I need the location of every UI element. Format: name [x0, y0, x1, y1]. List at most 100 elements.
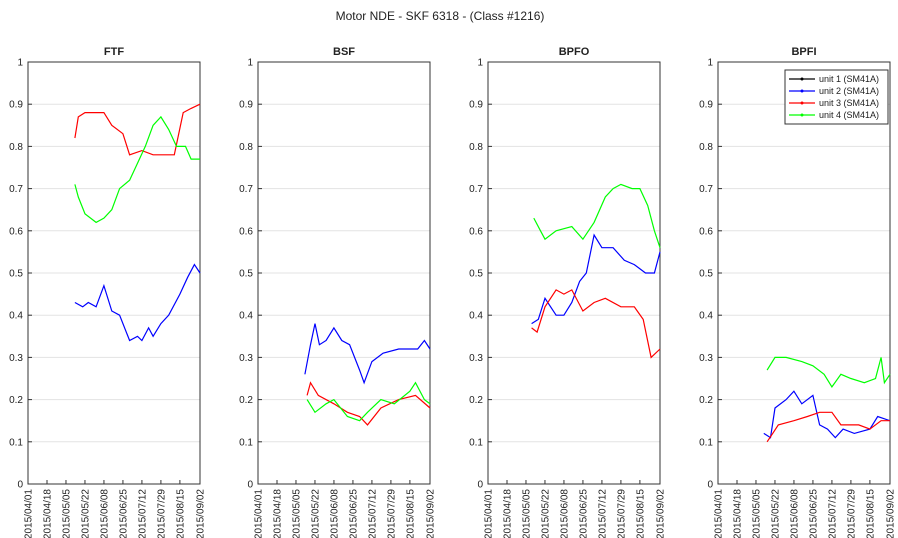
panel-title: FTF — [104, 46, 124, 58]
x-tick-label: 2015/05/22 — [80, 489, 91, 538]
y-tick-label: 0.8 — [9, 142, 23, 153]
legend-marker — [800, 101, 804, 105]
y-tick-label: 0.6 — [239, 226, 253, 237]
y-tick-label: 1 — [707, 58, 713, 69]
x-tick-label: 2015/05/05 — [291, 489, 302, 538]
y-tick-label: 0.9 — [469, 100, 483, 111]
y-tick-label: 1 — [247, 58, 253, 69]
series-line — [763, 390, 891, 439]
y-tick-label: 0.9 — [239, 100, 253, 111]
x-tick-label: 2015/05/22 — [770, 489, 781, 538]
panel-title: BPFO — [559, 46, 590, 58]
y-tick-label: 0.4 — [469, 311, 483, 322]
y-tick-label: 0.9 — [9, 100, 23, 111]
y-tick-label: 0.2 — [9, 395, 23, 406]
y-tick-label: 1 — [477, 58, 483, 69]
x-tick-label: 2015/07/29 — [616, 489, 627, 538]
y-tick-label: 0.8 — [699, 142, 713, 153]
x-tick-label: 2015/07/12 — [597, 489, 608, 538]
y-tick-label: 0 — [707, 480, 713, 491]
y-tick-label: 0.7 — [699, 184, 713, 195]
x-tick-label: 2015/05/22 — [310, 489, 321, 538]
y-tick-label: 0.3 — [239, 353, 253, 364]
y-tick-label: 0.2 — [699, 395, 713, 406]
y-tick-label: 0.2 — [239, 395, 253, 406]
x-tick-label: 2015/05/05 — [61, 489, 72, 538]
y-tick-label: 0.2 — [469, 395, 483, 406]
legend-marker — [800, 113, 804, 117]
x-tick-label: 2015/06/08 — [329, 489, 340, 538]
x-tick-label: 2015/06/25 — [808, 489, 819, 538]
x-tick-label: 2015/06/25 — [348, 489, 359, 538]
y-tick-label: 0.3 — [469, 353, 483, 364]
series-line — [74, 115, 200, 224]
x-tick-label: 2015/08/15 — [865, 489, 876, 538]
x-tick-label: 2015/04/01 — [714, 489, 725, 538]
x-tick-label: 2015/06/08 — [99, 489, 110, 538]
legend-label: unit 1 (SM41A) — [819, 74, 879, 84]
x-tick-label: 2015/09/02 — [196, 489, 207, 538]
y-tick-label: 0.5 — [239, 269, 253, 280]
x-tick-label: 2015/07/29 — [156, 489, 167, 538]
series-line — [74, 263, 201, 342]
y-tick-label: 0.6 — [469, 226, 483, 237]
x-tick-label: 2015/07/12 — [827, 489, 838, 538]
y-tick-label: 0.1 — [469, 437, 483, 448]
x-tick-label: 2015/08/15 — [175, 489, 186, 538]
x-tick-label: 2015/09/02 — [886, 489, 897, 538]
series-line — [531, 233, 661, 325]
y-tick-label: 0.5 — [469, 269, 483, 280]
x-tick-label: 2015/05/05 — [751, 489, 762, 538]
x-tick-label: 2015/07/12 — [137, 489, 148, 538]
plot-frame — [487, 61, 661, 485]
y-tick-label: 0.8 — [239, 142, 253, 153]
y-tick-label: 0.4 — [9, 311, 23, 322]
series-line — [74, 103, 201, 156]
y-tick-label: 0.7 — [469, 184, 483, 195]
y-tick-label: 0.3 — [699, 353, 713, 364]
x-tick-label: 2015/07/12 — [367, 489, 378, 538]
y-tick-label: 0.7 — [239, 184, 253, 195]
x-tick-label: 2015/04/18 — [732, 489, 743, 538]
x-tick-label: 2015/04/18 — [42, 489, 53, 538]
figure-title: Motor NDE - SKF 6318 - (Class #1216) — [336, 9, 545, 23]
series-line — [533, 183, 661, 248]
y-tick-label: 0.4 — [239, 311, 253, 322]
y-tick-label: 0.5 — [9, 269, 23, 280]
y-tick-label: 0.3 — [9, 353, 23, 364]
series-line — [766, 356, 891, 388]
y-tick-label: 0.6 — [699, 226, 713, 237]
series-line — [306, 381, 431, 422]
y-tick-label: 0 — [247, 480, 253, 491]
y-tick-label: 0.7 — [9, 184, 23, 195]
x-tick-label: 2015/08/15 — [635, 489, 646, 538]
y-tick-label: 0.5 — [699, 269, 713, 280]
series-line — [531, 289, 661, 359]
y-tick-label: 0 — [477, 480, 483, 491]
legend-label: unit 3 (SM41A) — [819, 98, 879, 108]
x-tick-label: 2015/07/29 — [386, 489, 397, 538]
y-tick-label: 0.1 — [239, 437, 253, 448]
y-tick-label: 0.1 — [699, 437, 713, 448]
y-tick-label: 0 — [17, 480, 23, 491]
x-tick-label: 2015/04/18 — [502, 489, 513, 538]
y-tick-label: 0.4 — [699, 311, 713, 322]
panel-title: BSF — [333, 46, 355, 58]
x-tick-label: 2015/06/25 — [578, 489, 589, 538]
y-tick-label: 0.9 — [699, 100, 713, 111]
x-tick-label: 2015/04/01 — [254, 489, 265, 538]
x-tick-label: 2015/04/18 — [272, 489, 283, 538]
plot-frame — [717, 61, 891, 485]
y-tick-label: 0.8 — [469, 142, 483, 153]
x-tick-label: 2015/08/15 — [405, 489, 416, 538]
x-tick-label: 2015/07/29 — [846, 489, 857, 538]
legend-marker — [800, 89, 804, 93]
x-tick-label: 2015/06/25 — [118, 489, 129, 538]
x-tick-label: 2015/04/01 — [484, 489, 495, 538]
x-tick-label: 2015/06/08 — [559, 489, 570, 538]
x-tick-label: 2015/05/22 — [540, 489, 551, 538]
plot-frame — [257, 61, 431, 485]
x-tick-label: 2015/04/01 — [24, 489, 35, 538]
x-tick-label: 2015/09/02 — [656, 489, 667, 538]
